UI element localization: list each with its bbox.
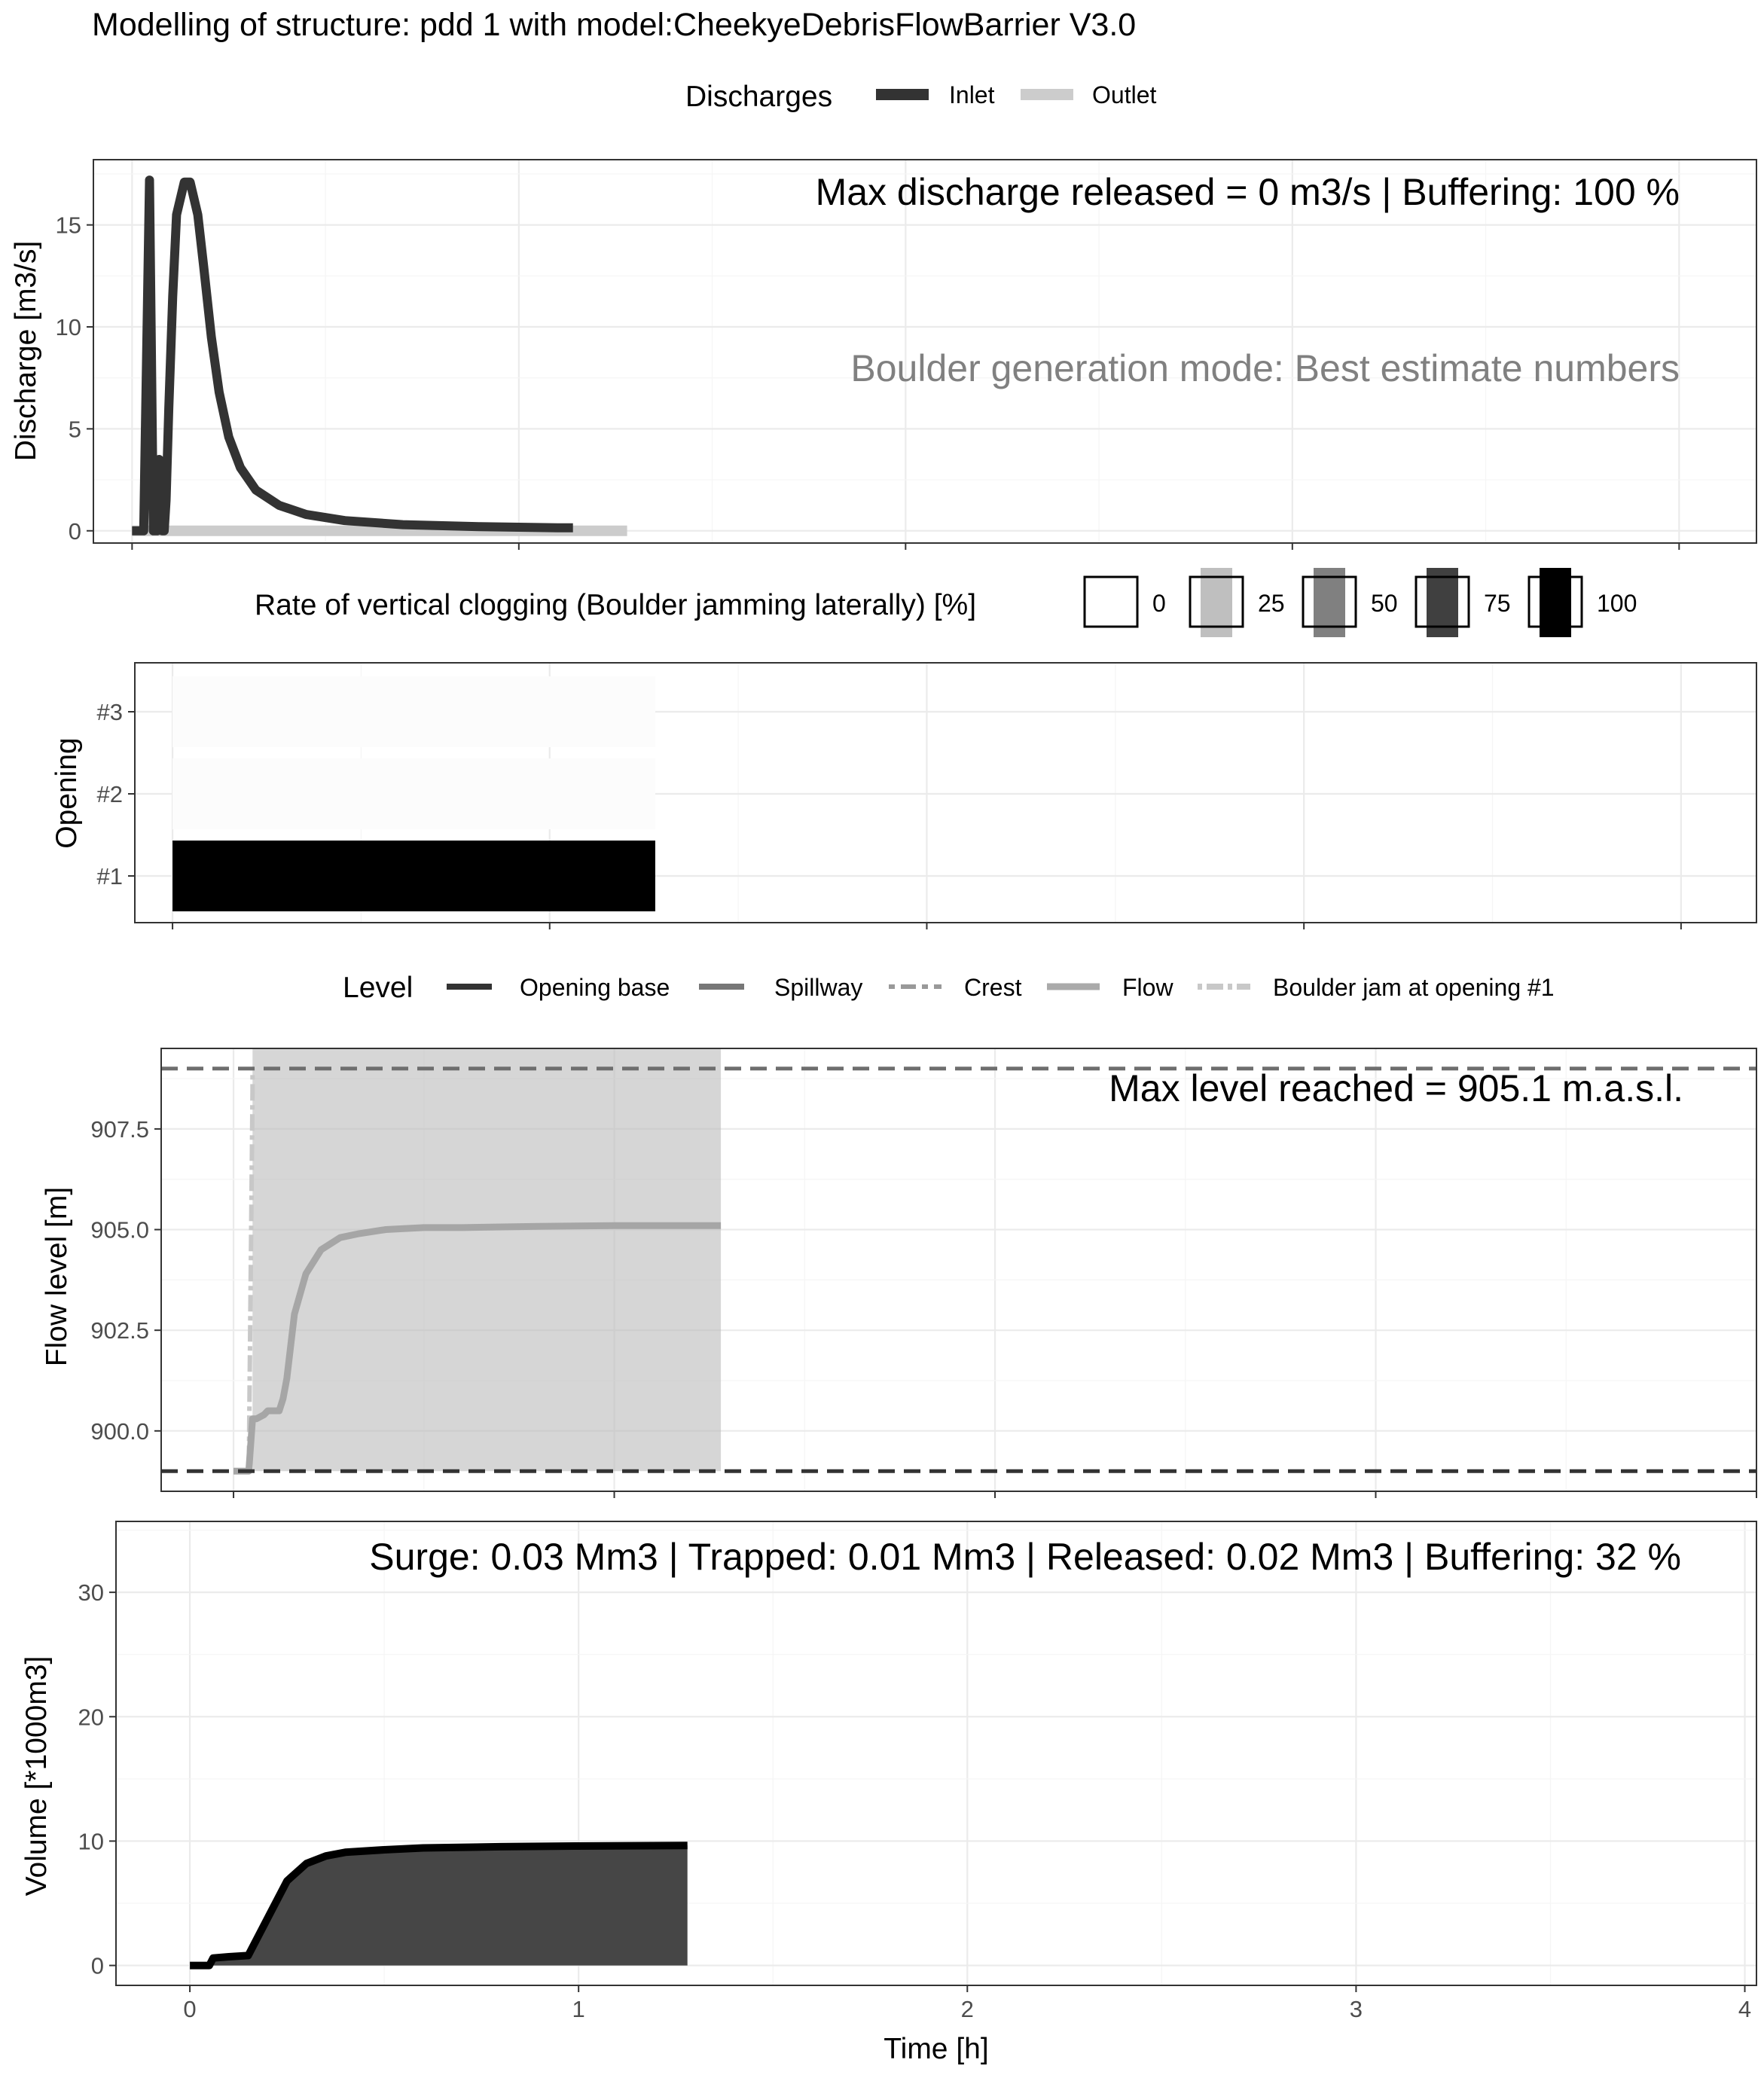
discharge-panel-border: [93, 159, 1757, 544]
flow-level-panel-border: [160, 1048, 1757, 1492]
clogging-bar-opening-1: [172, 841, 655, 911]
clogging-legend-key: [1083, 575, 1139, 628]
discharges-legend-title: Discharges: [685, 81, 832, 113]
clogging-legend-key: [1302, 575, 1357, 628]
flow-level-y-axis-label: Flow level [m]: [41, 1187, 73, 1366]
clogging-legend-label: 100: [1597, 590, 1637, 617]
volume-x-axis-label: Time [h]: [884, 2033, 988, 2065]
clogging-legend-key: [1189, 575, 1244, 628]
clogging-legend: Rate of vertical clogging (Boulder jammi…: [255, 568, 1637, 637]
flow-level-panel: 900.0 902.5 905.0 907.5 Max level reached =…: [41, 1048, 1757, 1498]
y-tick-label: #3: [97, 699, 123, 725]
y-tick-label: 902.5: [90, 1317, 149, 1344]
figure-title: Modelling of structure: pdd 1 with model…: [92, 7, 1136, 43]
discharge-annotation-boulder: Boulder generation mode: Best estimate n…: [850, 347, 1680, 389]
discharge-y-axis-label: Discharge [m3/s]: [10, 241, 42, 462]
legend-label-flow: Flow: [1122, 974, 1173, 1001]
discharge-panel-bg: [93, 160, 1756, 543]
legend-label-opening-base: Opening base: [520, 974, 670, 1001]
level-legend-title: Level: [343, 972, 413, 1004]
flow-level-annotation-max: Max level reached = 905.1 m.a.s.l.: [1109, 1067, 1683, 1109]
y-tick-label: 10: [56, 314, 81, 340]
volume-line: [190, 1842, 688, 1970]
discharges-legend: Discharges Inlet Outlet: [685, 81, 1156, 113]
y-tick-label: 905.0: [90, 1217, 149, 1243]
x-tick-label: 3: [1350, 1996, 1363, 2022]
opening-y-axis-label: Opening: [50, 737, 83, 848]
y-tick-label: #1: [97, 863, 123, 890]
discharge-panel: 0 5 10 15 Max discharge released = 0 m3/s |…: [10, 159, 1757, 550]
clogging-bar-opening-2: [172, 758, 655, 829]
volume-annotation: Surge: 0.03 Mm3 | Trapped: 0.01 Mm3 | Re…: [369, 1536, 1681, 1578]
clogging-legend-label: 75: [1484, 590, 1511, 617]
y-tick-label: 900.0: [90, 1418, 149, 1445]
y-tick-label: 0: [91, 1953, 104, 1979]
clogging-bar-opening-3: [172, 676, 655, 747]
y-tick-label: 20: [78, 1704, 104, 1730]
flow-level-line: [233, 1222, 722, 1475]
x-tick-label: 0: [183, 1996, 196, 2022]
volume-panel-axes: 0 10 20 30 0 1 2 3 4: [78, 1579, 1752, 2022]
y-tick-label: 30: [78, 1579, 104, 1606]
opening-panel-axes: #1 #2 #3: [97, 699, 1682, 929]
volume-panel-border: [115, 1521, 1757, 1986]
x-tick-label: 2: [961, 1996, 974, 2022]
legend-key-inlet: [876, 89, 929, 100]
legend-label-outlet: Outlet: [1092, 81, 1156, 108]
legend-label-boulder-jam: Boulder jam at opening #1: [1273, 974, 1555, 1001]
clogging-legend-label: 25: [1258, 590, 1285, 617]
y-tick-label: 15: [56, 212, 81, 239]
discharge-annotation-max: Max discharge released = 0 m3/s | Buffer…: [816, 171, 1680, 213]
legend-label-crest: Crest: [964, 974, 1022, 1001]
volume-y-axis-label: Volume [*1000m3]: [20, 1656, 53, 1896]
inlet-discharge-line: [132, 175, 573, 536]
clogging-legend-key: [1415, 575, 1470, 628]
opening-panel-border: [134, 662, 1757, 923]
opening-panel: #1 #2 #3 Opening: [50, 662, 1757, 929]
legend-key-outlet: [1021, 89, 1073, 100]
legend-label-spillway: Spillway: [774, 974, 862, 1001]
y-tick-label: 0: [69, 518, 81, 545]
discharge-panel-axes: 0 5 10 15: [56, 212, 1680, 550]
opening-panel-marks: [172, 676, 655, 911]
x-tick-label: 1: [572, 1996, 585, 2022]
y-tick-label: 10: [78, 1828, 104, 1854]
clogging-legend-key: [1527, 575, 1583, 628]
discharge-panel-grid: [93, 160, 1756, 543]
clogging-legend-label: 0: [1152, 590, 1166, 617]
level-legend: Level Opening base Spillway Crest Flow B…: [343, 972, 1555, 1004]
clogging-legend-keys: 0 25 50 75 100: [1083, 568, 1637, 637]
x-tick-label: 4: [1738, 1996, 1751, 2022]
y-tick-label: 907.5: [90, 1116, 149, 1143]
volume-panel-marks: [190, 1842, 688, 1970]
volume-area: [190, 1845, 688, 1966]
clogging-legend-label: 50: [1371, 590, 1398, 617]
volume-panel: 0 10 20 30 0 1 2 3 4 Surge: 0.03 Mm3 | Trapped: …: [20, 1521, 1757, 2065]
legend-label-inlet: Inlet: [949, 81, 995, 108]
volume-panel-grid: [116, 1521, 1756, 1985]
y-tick-label: #2: [97, 781, 123, 807]
clogging-legend-title: Rate of vertical clogging (Boulder jammi…: [255, 589, 976, 621]
discharge-panel-marks: [132, 175, 627, 536]
flow-shaded-area: [252, 1048, 722, 1472]
flow-level-panel-axes: 900.0 902.5 905.0 907.5: [90, 1116, 1757, 1498]
boulder-jam-line: [246, 1068, 255, 1472]
y-tick-label: 5: [69, 416, 81, 442]
flow-level-panel-marks: [161, 1048, 1756, 1475]
